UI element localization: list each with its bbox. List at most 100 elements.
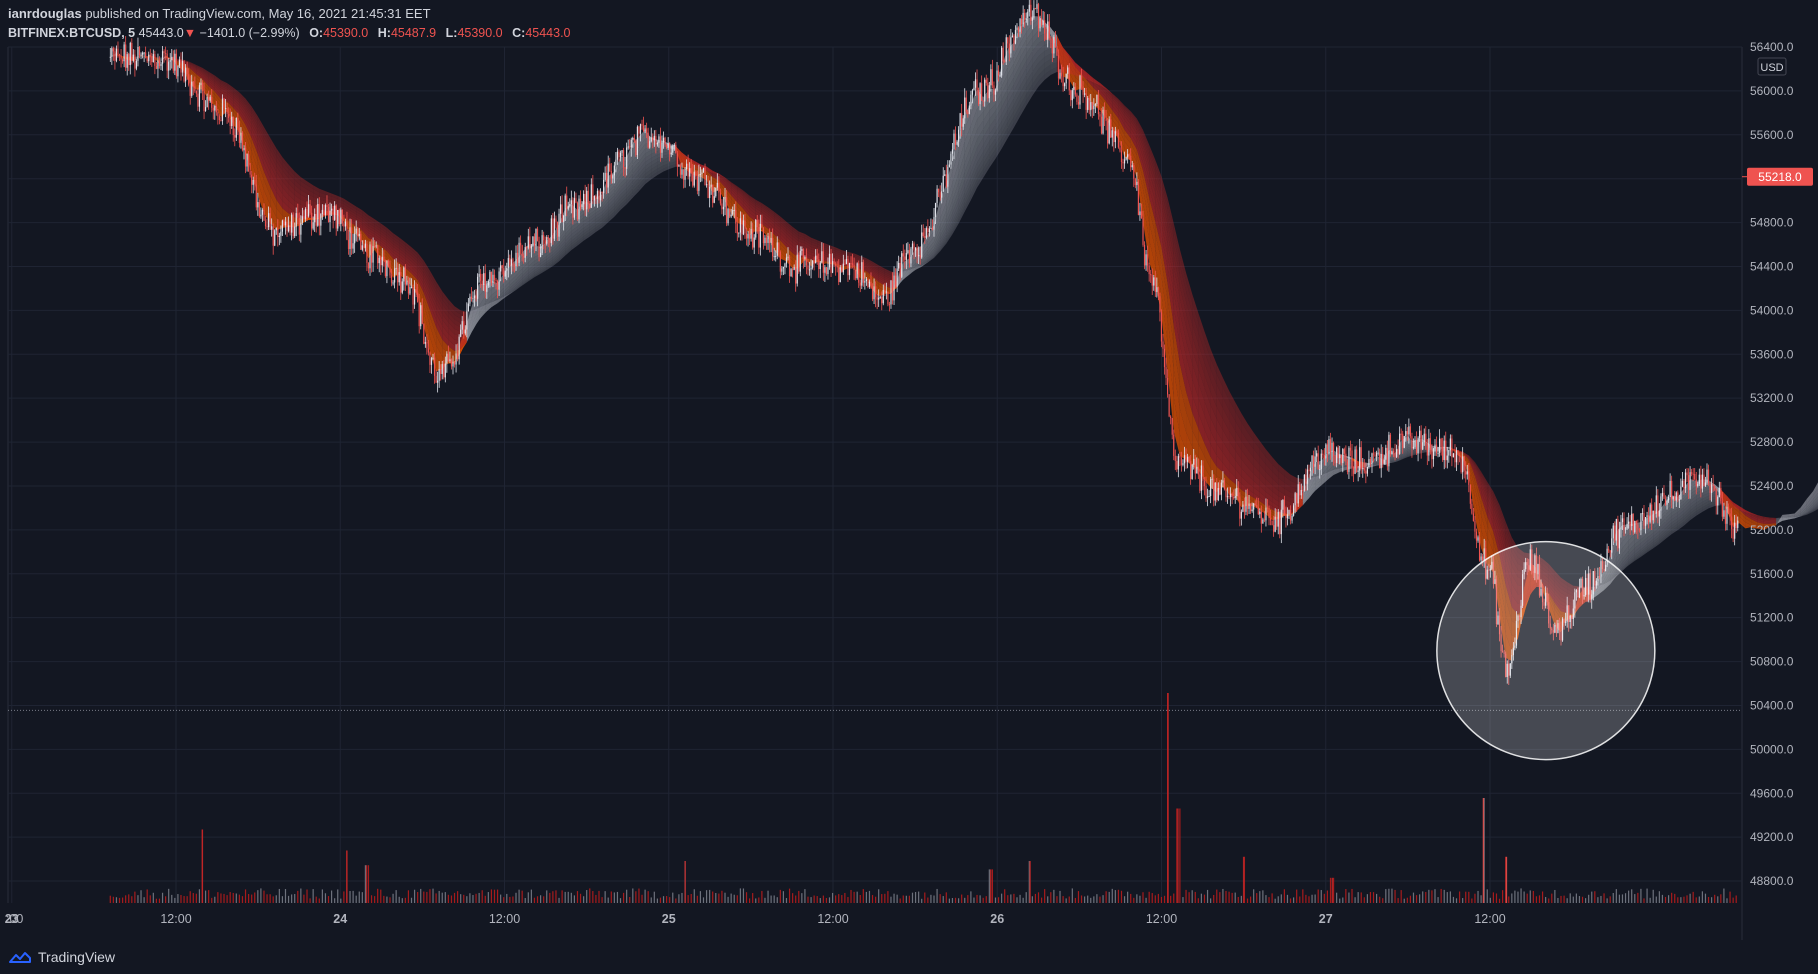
ribbon-band	[1130, 138, 1137, 156]
ribbon-band	[1364, 464, 1371, 466]
ribbon-band	[1659, 525, 1666, 535]
ribbon-band	[1149, 222, 1156, 266]
ribbon-band	[485, 305, 492, 313]
ribbon-band	[620, 184, 627, 195]
ribbon-band	[638, 148, 646, 162]
ribbon-band	[1770, 524, 1777, 527]
ribbon-band	[1308, 486, 1316, 498]
ribbon-band	[1770, 523, 1777, 526]
ribbon-band	[1179, 385, 1187, 432]
ribbon-band	[460, 337, 467, 346]
ribbon-band	[1327, 471, 1334, 480]
ribbon-band	[405, 256, 412, 265]
ribbon-band	[214, 88, 221, 99]
ribbon-band	[718, 178, 726, 188]
ribbon-band	[472, 319, 480, 330]
ribbon-band	[214, 94, 221, 107]
ribbon-band	[743, 194, 750, 204]
price-chart[interactable]: 56400.056000.055600.055200.054800.054400…	[0, 0, 1818, 940]
ribbon-band	[1610, 571, 1617, 584]
ribbon-band	[1056, 40, 1064, 51]
ribbon-band	[270, 165, 277, 185]
ribbon-band	[1763, 520, 1771, 523]
ribbon-band	[1481, 496, 1488, 526]
ribbon-band	[251, 128, 258, 148]
ribbon-band	[270, 171, 277, 192]
ribbon-band	[522, 269, 529, 279]
ribbon-band	[1604, 568, 1611, 584]
ribbon-band	[608, 188, 615, 199]
ribbon-band	[1167, 233, 1174, 279]
ribbon-band	[196, 69, 203, 76]
ribbon-band	[1813, 482, 1818, 496]
ribbon-band	[276, 177, 283, 195]
author-name[interactable]: ianrdouglas	[8, 6, 82, 21]
ribbon-band	[952, 190, 959, 213]
ribbon-band	[1647, 536, 1654, 545]
ribbon-band	[559, 237, 566, 249]
ribbon-band	[220, 88, 228, 94]
ribbon-band	[1032, 49, 1039, 65]
ribbon-band	[1118, 109, 1125, 125]
ribbon-band	[220, 90, 228, 96]
ribbon-band	[878, 274, 885, 280]
ribbon-band	[436, 326, 443, 348]
ribbon-band	[1800, 511, 1807, 517]
ribbon-band	[1087, 73, 1094, 79]
ribbon-band	[632, 169, 639, 181]
ribbon-band	[1548, 592, 1555, 606]
ribbon-band	[712, 170, 719, 175]
ribbon-band	[1099, 85, 1107, 95]
ribbon-band	[227, 91, 234, 100]
ribbon-band	[1474, 466, 1482, 483]
ribbon-band	[1124, 124, 1131, 139]
ribbon-band	[725, 182, 732, 192]
ribbon-band	[1690, 499, 1697, 508]
ribbon-band	[1610, 568, 1617, 583]
ribbon-band	[1794, 516, 1801, 518]
ribbon-band	[1511, 584, 1518, 604]
ribbon-band	[436, 335, 443, 357]
ribbon-band	[1610, 573, 1617, 585]
ribbon-band	[1093, 78, 1100, 84]
ribbon-band	[964, 136, 971, 163]
ribbon-band	[927, 248, 935, 259]
ribbon-band	[977, 129, 984, 148]
ribbon-band	[1044, 48, 1051, 57]
ribbon-band	[1806, 495, 1814, 508]
ribbon-band	[282, 175, 289, 189]
ribbon-band	[995, 80, 1002, 98]
ribbon-band	[1124, 110, 1131, 121]
ribbon-band	[1222, 441, 1230, 462]
ribbon-band	[1106, 101, 1113, 115]
ribbon-band	[196, 67, 203, 73]
ribbon-band	[1505, 584, 1512, 622]
ribbon-band	[780, 237, 787, 248]
ribbon-band	[1130, 149, 1137, 170]
ribbon-band	[1745, 511, 1752, 518]
ribbon-band	[1530, 585, 1537, 595]
ribbon-band	[608, 202, 615, 212]
ribbon-band	[1259, 486, 1266, 498]
ribbon-band	[1192, 430, 1199, 457]
ribbon-band	[897, 276, 904, 288]
ribbon-band	[1776, 520, 1783, 524]
ribbon-band	[1063, 48, 1070, 56]
ribbon-band	[952, 202, 959, 222]
ribbon-band	[509, 271, 517, 282]
symbol-name[interactable]: BITFINEX:BTCUSD, 5	[8, 26, 136, 40]
ribbon-band	[1524, 581, 1531, 594]
ribbon-band	[595, 214, 603, 222]
ribbon-band	[134, 55, 142, 61]
ribbon-band	[1020, 32, 1027, 51]
ribbon-band	[503, 277, 510, 288]
ribbon-band	[1327, 473, 1334, 481]
ribbon-band	[263, 180, 271, 205]
ribbon-band	[1554, 597, 1562, 608]
ribbon-band	[190, 68, 197, 77]
ribbon-band	[1247, 482, 1254, 494]
ribbon-band	[958, 179, 965, 203]
ribbon-band	[731, 186, 738, 196]
ribbon-band	[1806, 506, 1814, 513]
ribbon-band	[952, 207, 959, 226]
